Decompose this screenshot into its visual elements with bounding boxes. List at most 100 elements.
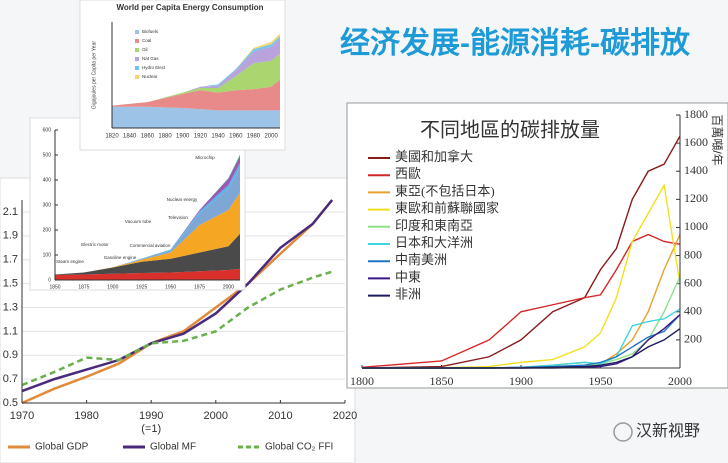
annotation: Vacuum tube — [125, 219, 152, 224]
line-series — [361, 183, 681, 369]
x-tick-label: 1925 — [136, 284, 147, 290]
y-tick-label: 1.7 — [3, 254, 18, 266]
annotation: Nuclear energy — [167, 197, 198, 202]
x-tick-label: 1880 — [158, 134, 172, 140]
chart-panel: 200 400 600 800 1000 1200 1400 1600 1800 1800 1850… — [346, 102, 728, 389]
y-tick-label: 100 — [43, 252, 52, 258]
y-tick-label: 500 — [43, 152, 52, 158]
x-tick-label: 1975 — [194, 284, 205, 290]
panel-frame — [346, 102, 728, 389]
y-tick-label: 800 — [684, 247, 702, 261]
y-tick-label: 0 — [48, 277, 51, 283]
legend-label: 東歐和前蘇聯國家 — [395, 201, 499, 216]
legend-swatch — [135, 30, 139, 34]
area-series — [55, 233, 240, 275]
chart-title: 不同地區的碳排放量 — [420, 119, 600, 142]
legend-swatch — [135, 57, 139, 61]
y-tick-label: 0.5 — [3, 397, 18, 409]
y-tick-label: 1800 — [684, 107, 708, 121]
legend-label: Global MF — [150, 442, 196, 453]
y-tick-label: 1200 — [684, 191, 708, 205]
legend-swatch — [135, 66, 139, 70]
line-series — [21, 270, 333, 387]
annotation: (=1) — [141, 423, 161, 435]
legend-label: 西歐 — [395, 166, 421, 181]
legend-label: Global CO₂ FFI — [265, 442, 333, 453]
x-tick-label: 1900 — [176, 134, 190, 140]
annotation: Microchip — [195, 155, 215, 160]
area-series — [112, 106, 280, 128]
x-tick-label: 2000 — [204, 410, 228, 422]
chart-title: World per Capita Energy Consumption — [117, 3, 264, 12]
y-tick-label: 1400 — [684, 163, 708, 177]
legend-label: 日本和大洋洲 — [395, 235, 473, 250]
y-axis-label: 百萬噸/年 — [710, 114, 724, 165]
line-series — [21, 199, 334, 393]
x-tick-label: 1950 — [165, 284, 176, 290]
legend-label: Nuclear — [142, 74, 158, 79]
x-tick-label: 1900 — [107, 284, 118, 290]
x-tick-label: 1980 — [247, 134, 261, 140]
slide-title: 经济发展-能源消耗-碳排放 — [340, 26, 691, 60]
x-tick-label: 1850 — [49, 284, 60, 290]
legend-label: 美國和加拿大 — [395, 149, 473, 164]
area-series — [112, 79, 280, 111]
x-tick-label: 1990 — [139, 410, 163, 422]
y-tick-label: 200 — [43, 227, 52, 233]
legend-label: Coal — [142, 38, 151, 43]
y-tick-label: 300 — [43, 202, 52, 208]
x-tick-label: 1940 — [211, 134, 225, 140]
watermark: 汉新视野 — [636, 422, 700, 440]
area-series — [55, 167, 240, 275]
y-tick-label: 1.3 — [3, 301, 18, 313]
x-tick-label: 1860 — [141, 134, 155, 140]
y-tick-label: 600 — [684, 275, 702, 289]
y-tick-label: 600 — [43, 127, 52, 133]
y-tick-label: 2.1 — [3, 206, 18, 218]
x-tick-label: 1920 — [194, 134, 208, 140]
y-tick-label: 400 — [684, 304, 702, 318]
legend-label: Biofuels — [142, 29, 159, 34]
legend-label: 非洲 — [395, 287, 421, 302]
y-tick-label: 1600 — [684, 135, 708, 149]
watermark-icon — [613, 422, 633, 442]
x-tick-label: 2020 — [333, 410, 357, 422]
x-tick-label: 1820 — [105, 134, 119, 140]
legend-label: Hydro Elect — [142, 65, 166, 70]
annotation: Steam engine — [56, 259, 84, 264]
chart-panel: 1820 1840 1860 1880 1900 1920 1940 1960 1980 2000… — [79, 0, 286, 151]
x-tick-label: 1950 — [589, 374, 613, 388]
x-tick-label: 1840 — [123, 134, 137, 140]
annotation: Gasoline engine — [104, 255, 137, 260]
x-tick-label: 1850 — [430, 374, 454, 388]
legend-label: 中東 — [395, 269, 421, 284]
legend-label: 印度和東南亞 — [395, 218, 473, 233]
y-tick-label: 1.5 — [3, 277, 18, 289]
annotation: Television — [168, 215, 188, 220]
line-series — [361, 135, 681, 369]
area-series — [55, 268, 240, 280]
y-tick-label: 1.1 — [3, 325, 18, 337]
y-axis-label: Gigajoules per Capita per Year — [91, 41, 97, 109]
x-tick-label: 2000 — [264, 134, 278, 140]
x-tick-label: 1800 — [350, 374, 374, 388]
legend-swatch — [135, 39, 139, 43]
annotation: Electric motor — [81, 242, 109, 247]
legend-swatch — [135, 75, 139, 79]
y-tick-label: 0.9 — [3, 349, 18, 361]
legend-label: Oil — [142, 47, 148, 52]
x-tick-label: 1960 — [229, 134, 243, 140]
y-tick-label: 0.7 — [3, 373, 18, 385]
x-tick-label: 1900 — [509, 374, 533, 388]
y-tick-label: 200 — [684, 332, 702, 346]
x-tick-label: 1970 — [10, 410, 34, 422]
legend-label: 東亞(不包括日本) — [395, 183, 495, 198]
legend-label: Nat Gas — [142, 56, 159, 61]
annotation: Commercial aviation — [130, 243, 171, 248]
y-tick-label: 1000 — [684, 219, 708, 233]
x-tick-label: 1980 — [74, 410, 98, 422]
area-series — [55, 192, 240, 275]
legend-label: Global GDP — [35, 442, 89, 453]
x-tick-label: 2000 — [668, 374, 692, 388]
